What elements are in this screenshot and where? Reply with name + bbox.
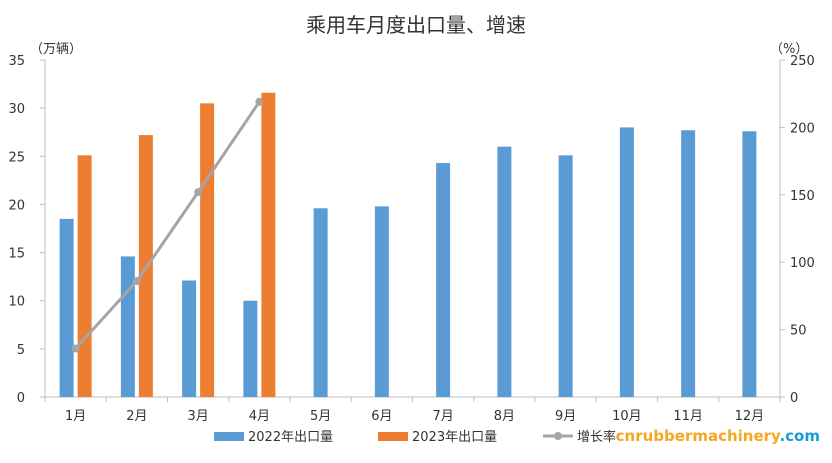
- x-tick-label: 1月: [65, 409, 86, 424]
- legend: 2022年出口量 2023年出口量 增长率: [214, 429, 616, 445]
- bar: [182, 280, 197, 397]
- y-right-tick-label: 200: [790, 121, 815, 136]
- y-left-tick-label: 35: [8, 54, 25, 69]
- y-left-unit: （万辆）: [30, 42, 82, 57]
- bar: [200, 103, 215, 397]
- growth-line: [71, 97, 264, 353]
- growth-line-path: [74, 100, 261, 350]
- axes: 0 5 10 15 20 25 30 35 0 50 100 150 200 250 1月 2月 3月 4月 5月 6…: [8, 54, 814, 424]
- bar: [436, 163, 451, 397]
- y-right-tick-label: 0: [790, 391, 798, 406]
- growth-point: [194, 188, 203, 197]
- x-tick-label: 11月: [673, 409, 703, 424]
- bar: [243, 300, 258, 397]
- bar: [558, 155, 573, 397]
- bar: [261, 92, 276, 397]
- y-left-tick-label: 0: [17, 391, 25, 406]
- x-tick-label: 10月: [612, 409, 642, 424]
- bar: [497, 146, 512, 397]
- growth-point: [132, 277, 141, 286]
- growth-point: [71, 344, 80, 353]
- bar: [681, 130, 696, 397]
- legend-label: 2022年出口量: [248, 430, 333, 445]
- y-right-tick-label: 150: [790, 189, 815, 204]
- growth-point: [255, 97, 264, 106]
- watermark: cnrubbermachinery.com: [616, 427, 820, 445]
- x-tick-label: 8月: [494, 409, 515, 424]
- y-left-tick-label: 25: [8, 150, 25, 165]
- bar: [619, 127, 634, 398]
- x-tick-label: 9月: [555, 409, 576, 424]
- bar: [59, 218, 74, 397]
- y-right-tick-label: 50: [790, 324, 807, 339]
- legend-label: 2023年出口量: [412, 430, 497, 445]
- legend-swatch: [378, 432, 408, 441]
- bar: [742, 131, 757, 397]
- watermark-main: cnrubbermachinery: [616, 427, 781, 445]
- bar: [374, 206, 389, 397]
- x-tick-label: 3月: [187, 409, 208, 424]
- bar: [77, 155, 92, 397]
- y-left-tick-label: 20: [8, 198, 25, 213]
- x-tick-label: 4月: [249, 409, 270, 424]
- legend-marker: [554, 432, 562, 440]
- bar: [313, 208, 328, 397]
- x-tick-label: 12月: [735, 409, 765, 424]
- y-right-tick-label: 100: [790, 256, 815, 271]
- y-left-tick-label: 30: [8, 102, 25, 117]
- bar: [120, 256, 135, 397]
- y-left-tick-label: 10: [8, 295, 25, 310]
- bars: [59, 92, 757, 398]
- x-tick-label: 6月: [371, 409, 392, 424]
- legend-label: 增长率: [577, 429, 616, 445]
- x-tick-label: 2月: [126, 409, 147, 424]
- y-left-tick-label: 5: [17, 343, 25, 358]
- chart-title: 乘用车月度出口量、增速: [306, 13, 526, 37]
- x-tick-label: 5月: [310, 409, 331, 424]
- legend-swatch: [214, 432, 244, 441]
- watermark-accent: .com: [779, 427, 820, 445]
- x-tick-label: 7月: [432, 409, 453, 424]
- y-right-unit: （%）: [770, 42, 808, 57]
- y-right-tick-label: 250: [790, 54, 815, 69]
- y-left-tick-label: 15: [8, 247, 25, 262]
